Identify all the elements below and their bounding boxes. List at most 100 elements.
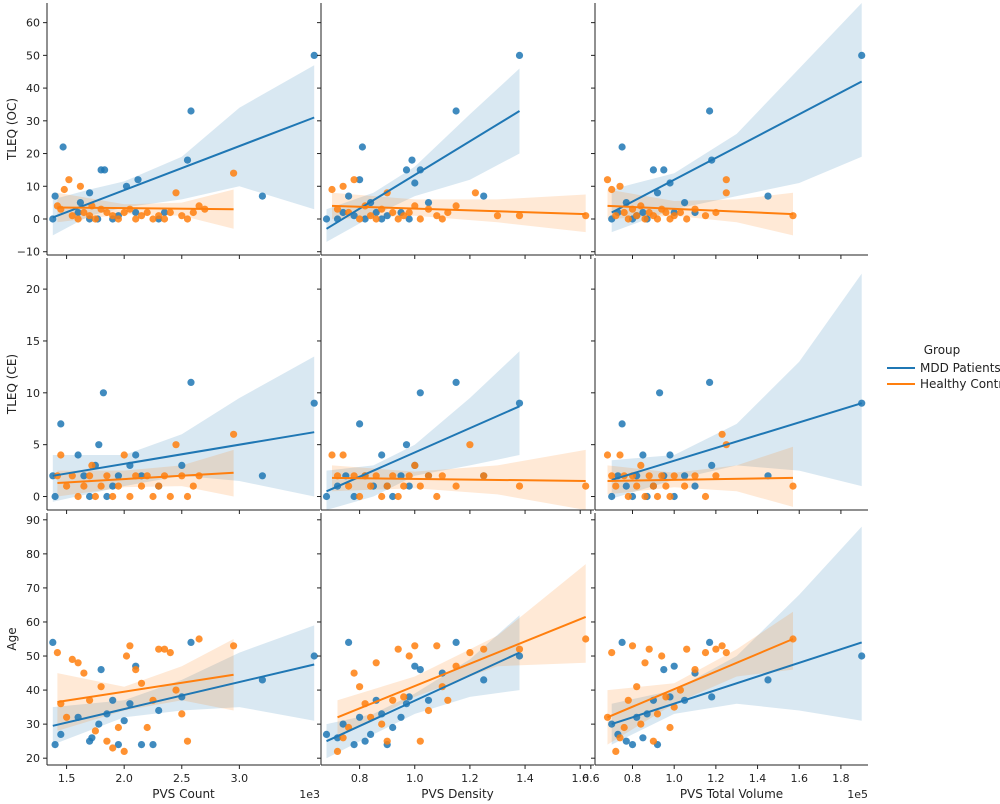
mdd-regression-line — [611, 641, 863, 726]
hc-point — [367, 212, 375, 220]
hc-point — [230, 169, 238, 177]
hc-point — [339, 182, 347, 190]
hc-point — [515, 482, 524, 490]
hc-point — [480, 472, 488, 480]
hc-confidence-band — [337, 564, 586, 738]
hc-point — [189, 208, 197, 217]
hc-point — [166, 208, 174, 217]
x-tick-label: 1.2 — [707, 772, 725, 785]
panel-r2-c2 — [590, 513, 868, 769]
mdd-point — [405, 693, 413, 701]
hc-point — [178, 212, 186, 220]
mdd-point — [356, 176, 364, 184]
x-tick-label: 1.6 — [571, 772, 589, 785]
hc-point — [411, 461, 419, 469]
mdd-point — [424, 696, 433, 704]
hc-point — [86, 696, 94, 704]
hc-confidence-band — [607, 189, 793, 236]
hc-point — [628, 642, 637, 650]
hc-point — [132, 215, 140, 223]
hc-point — [616, 451, 624, 459]
hc-point — [120, 747, 128, 756]
hc-point — [80, 482, 88, 490]
mdd-point — [515, 399, 524, 407]
mdd-point — [691, 482, 699, 490]
hc-point — [172, 441, 180, 449]
hc-point — [701, 212, 710, 220]
hc-point — [63, 482, 71, 490]
mdd-point — [76, 199, 84, 207]
mdd-point — [858, 399, 866, 407]
hc-point — [683, 215, 691, 223]
hc-point — [356, 492, 364, 501]
mdd-point — [103, 492, 111, 501]
mdd-point — [132, 451, 140, 459]
hc-point — [103, 737, 111, 745]
mdd-point — [356, 713, 364, 721]
mdd-point — [405, 215, 413, 223]
hc-point — [400, 482, 408, 490]
hc-point — [616, 734, 624, 742]
hc-point — [712, 645, 720, 653]
hc-point — [620, 208, 628, 217]
mdd-point — [452, 378, 460, 386]
y-tick-label: 50 — [26, 49, 40, 62]
mdd-point — [383, 212, 391, 220]
mdd-point — [339, 208, 347, 217]
hc-point — [230, 642, 238, 650]
mdd-point — [389, 492, 397, 501]
hc-point — [178, 710, 186, 718]
y-tick-label: 90 — [26, 514, 40, 527]
hc-point — [345, 482, 353, 490]
legend-label-hc: Healthy Control — [920, 377, 1000, 391]
x-tick-label: 2.5 — [173, 772, 191, 785]
mdd-point — [350, 492, 358, 501]
mdd-point — [80, 472, 88, 480]
mdd-point — [608, 492, 616, 501]
hc-point — [80, 208, 88, 217]
x-tick-label: 1.5 — [58, 772, 76, 785]
hc-point — [416, 482, 424, 490]
hc-point — [603, 176, 612, 184]
mdd-point — [137, 741, 146, 749]
hc-point — [718, 642, 726, 650]
hc-point — [433, 212, 441, 220]
hc-point — [620, 723, 628, 732]
mdd-point — [356, 420, 364, 428]
mdd-point — [639, 208, 647, 217]
mdd-point — [361, 215, 369, 223]
x-axis-title: PVS Density — [421, 787, 494, 801]
mdd-point — [389, 723, 397, 732]
hc-point — [712, 472, 720, 480]
hc-point — [424, 706, 433, 715]
hc-point — [389, 696, 397, 704]
hc-regression-line — [57, 673, 234, 703]
mdd-point — [416, 666, 424, 674]
mdd-point — [258, 676, 266, 684]
hc-point — [424, 472, 433, 480]
y-tick-label: 40 — [26, 82, 40, 95]
y-tick-label: 70 — [26, 582, 40, 595]
mdd-point — [187, 638, 195, 647]
mdd-point — [367, 730, 375, 739]
hc-point — [722, 176, 730, 184]
hc-point — [683, 645, 691, 653]
mdd-point — [361, 737, 369, 745]
hc-point — [195, 202, 203, 210]
mdd-point — [452, 638, 460, 647]
hc-point — [691, 472, 699, 480]
hc-point — [416, 737, 424, 745]
hc-point — [612, 747, 620, 756]
mdd-point — [101, 166, 109, 174]
y-tick-label: 50 — [26, 650, 40, 663]
mdd-point — [411, 179, 419, 187]
hc-point — [637, 720, 645, 728]
hc-point — [372, 215, 380, 223]
mdd-point — [639, 451, 647, 459]
hc-point — [452, 482, 460, 490]
hc-point — [433, 642, 441, 650]
hc-point — [183, 215, 192, 223]
mdd-point — [706, 378, 714, 386]
hc-point — [394, 492, 402, 501]
hc-point — [120, 208, 128, 217]
